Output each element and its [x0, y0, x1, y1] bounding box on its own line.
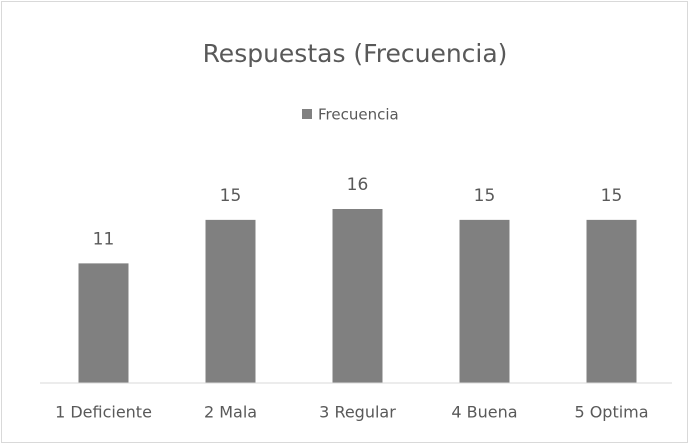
x-tick-label: 4 Buena	[451, 403, 517, 422]
bar	[205, 219, 256, 383]
legend-label: Frecuencia	[318, 106, 399, 124]
data-label: 15	[220, 186, 242, 206]
bar	[586, 219, 637, 383]
chart-title: Respuestas (Frecuencia)	[203, 39, 508, 68]
data-label: 16	[347, 175, 369, 195]
bar	[459, 219, 510, 383]
bar	[78, 263, 129, 383]
data-label: 15	[474, 186, 496, 206]
x-tick-label: 1 Deficiente	[55, 403, 152, 422]
x-tick-label: 2 Mala	[204, 403, 257, 422]
legend-swatch	[302, 109, 312, 119]
x-tick-label: 3 Regular	[319, 403, 396, 422]
data-label: 15	[601, 186, 623, 206]
data-label: 11	[93, 229, 115, 249]
bar	[332, 209, 383, 383]
x-tick-label: 5 Optima	[574, 403, 648, 422]
